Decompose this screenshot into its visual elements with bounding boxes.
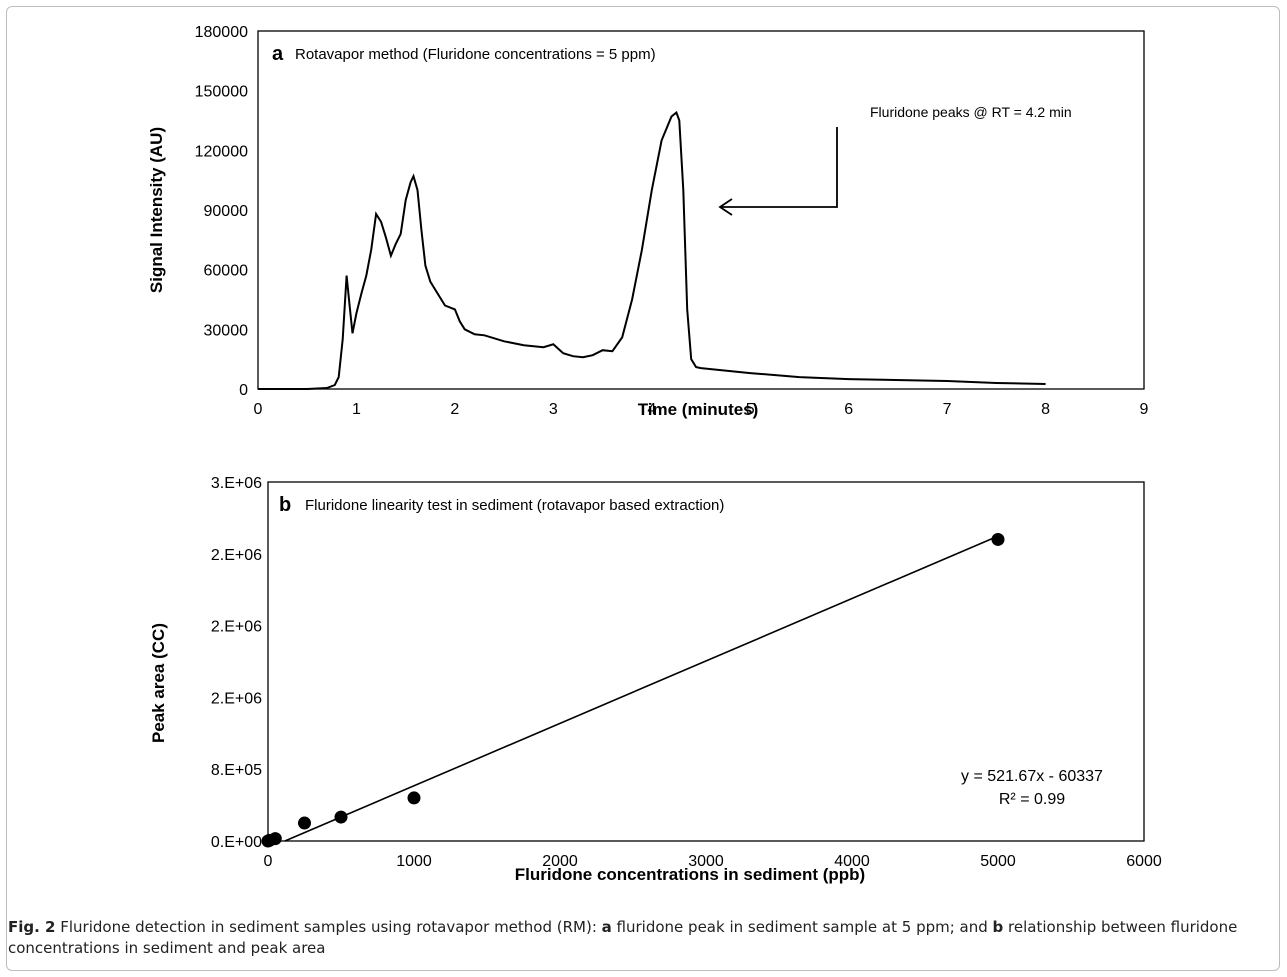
x-tick-labels-a: 0 1 2 3 4 5 6 7 8 9: [254, 401, 1149, 418]
chart-title-b: Fluridone linearity test in sediment (ro…: [305, 497, 724, 514]
y-tick-label-b: 3.E+06: [211, 475, 262, 492]
y-tick-labels-a: 0 30000 60000 90000 120000 150000 180000: [195, 24, 248, 399]
arrow-line: [720, 127, 838, 208]
y-tick-label-a: 150000: [195, 84, 248, 101]
scatter-point: [991, 532, 1005, 546]
scatter-point: [334, 810, 348, 824]
x-tick-label-a: 3: [549, 401, 558, 418]
x-tick-label-b: 4000: [834, 853, 870, 870]
trendline-equation: y = 521.67x - 60337: [961, 768, 1103, 785]
y-axis-label-b: Peak area (CC): [149, 623, 168, 743]
y-tick-label-b: 0.E+00: [211, 834, 262, 851]
x-tick-label-b: 6000: [1126, 853, 1162, 870]
series-line-a: [258, 110, 1046, 390]
panel-b: 0.E+00 8.E+05 2.E+06 2.E+06 2.E+06 3.E+06 0 10…: [149, 475, 1162, 884]
x-tick-label-b: 2000: [542, 853, 578, 870]
caption-text-3: relationship between fluridone concentra…: [8, 918, 1238, 957]
panel-label-a: a: [272, 43, 284, 65]
plot-area-b: [267, 481, 1145, 842]
y-tick-label-a: 90000: [204, 203, 249, 220]
y-axis-label-a: Signal Intensity (AU): [147, 127, 166, 293]
chart-title-a: Rotavapor method (Fluridone concentratio…: [295, 46, 656, 63]
x-tick-label-a: 4: [647, 401, 656, 418]
x-tick-label-a: 7: [943, 401, 952, 418]
caption-text-1: Fluridone detection in sediment samples …: [55, 918, 602, 936]
figure-caption: Fig. 2 Fluridone detection in sediment s…: [8, 917, 1273, 959]
trendline: [284, 535, 999, 842]
x-axis-label-b: Fluridone concentrations in sediment (pp…: [515, 865, 865, 884]
x-tick-label-a: 8: [1041, 401, 1050, 418]
annotation-arrow: [718, 127, 838, 216]
scatter-point: [298, 816, 311, 830]
x-tick-label-a: 9: [1140, 401, 1149, 418]
figure-frame: [6, 6, 1280, 971]
x-tick-label-a: 5: [746, 401, 755, 418]
y-tick-label-a: 30000: [204, 322, 249, 339]
x-axis-label-a: Time (minutes): [638, 400, 759, 419]
annotation-text: Fluridone peaks @ RT = 4.2 min: [870, 104, 1072, 120]
y-tick-label-a: 180000: [195, 24, 248, 41]
arrow-head: [718, 198, 733, 216]
x-tick-label-b: 0: [264, 853, 273, 870]
x-tick-label-a: 6: [844, 401, 853, 418]
y-tick-label-a: 0: [239, 382, 248, 399]
y-tick-label-b: 2.E+06: [211, 690, 262, 707]
panel-label-b: b: [279, 494, 291, 516]
trendline-r2: R² = 0.99: [999, 791, 1065, 808]
y-tick-label-b: 2.E+06: [211, 619, 262, 636]
y-tick-label-b: 2.E+06: [211, 547, 262, 564]
y-tick-label-b: 8.E+05: [211, 762, 262, 779]
x-tick-labels-b: 0 1000 2000 3000 4000 5000 6000: [264, 853, 1162, 870]
scatter-points: [261, 532, 1005, 848]
y-tick-label-a: 120000: [195, 143, 248, 160]
caption-label-b: b: [992, 918, 1004, 936]
x-tick-label-a: 0: [254, 401, 263, 418]
x-tick-label-b: 3000: [688, 853, 724, 870]
plot-area-a: [257, 30, 1145, 390]
x-tick-label-a: 1: [352, 401, 361, 418]
x-tick-label-b: 5000: [980, 853, 1016, 870]
panel-a: 0 30000 60000 90000 120000 150000 180000 0 1 2 3 4…: [147, 24, 1149, 419]
y-tick-labels-b: 0.E+00 8.E+05 2.E+06 2.E+06 2.E+06 3.E+06: [211, 475, 262, 851]
scatter-point: [407, 791, 421, 805]
scatter-point: [268, 832, 282, 846]
caption-label-a: a: [601, 918, 612, 936]
x-tick-label-a: 2: [450, 401, 459, 418]
y-tick-label-a: 60000: [204, 263, 249, 280]
caption-fig-label: Fig. 2: [8, 918, 56, 936]
x-tick-label-b: 1000: [396, 853, 432, 870]
caption-text-2: fluridone peak in sediment sample at 5 p…: [611, 918, 993, 936]
